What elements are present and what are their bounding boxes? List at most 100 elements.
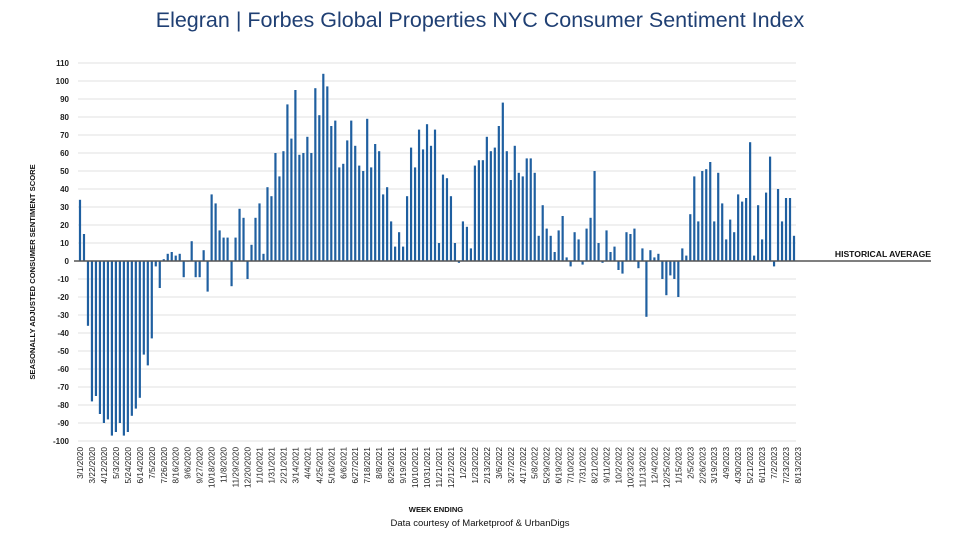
bar <box>290 138 293 261</box>
y-tick-label: -30 <box>57 311 69 320</box>
x-tick-label: 11/29/2020 <box>232 447 241 488</box>
bar <box>306 136 309 261</box>
x-tick-label: 5/24/2020 <box>124 447 133 484</box>
bar <box>194 261 197 278</box>
x-tick-label: 10/18/2020 <box>208 447 217 488</box>
bar <box>90 261 94 402</box>
x-tick-label: 10/23/2022 <box>626 447 635 488</box>
x-tick-label: 4/4/2021 <box>303 447 312 479</box>
x-tick-label: 3/1/2020 <box>76 447 85 479</box>
bar <box>561 216 564 261</box>
bar <box>597 243 600 261</box>
x-tick-label: 4/17/2022 <box>519 447 528 484</box>
x-tick-label: 2/13/2022 <box>483 447 492 484</box>
bar <box>613 246 616 261</box>
chart-title-brand: Elegran | Forbes Global Properties <box>155 8 487 32</box>
bar <box>625 232 628 261</box>
x-tick-label: 6/19/2022 <box>555 447 564 484</box>
data-credit: Data courtesy of Marketproof & UrbanDigs <box>390 518 570 529</box>
y-tick-label: -50 <box>57 347 69 356</box>
bar <box>366 118 369 261</box>
x-tick-label: 10/2/2022 <box>614 447 623 484</box>
bar <box>342 163 345 261</box>
x-tick-label: 6/27/2021 <box>351 447 360 484</box>
bar <box>473 165 476 261</box>
x-tick-label: 5/3/2020 <box>112 447 121 479</box>
bar <box>709 162 712 261</box>
chart-gridlines <box>78 62 796 442</box>
bar <box>326 86 329 262</box>
y-tick-label: 40 <box>60 185 69 194</box>
bar <box>405 196 409 261</box>
bar <box>541 205 544 261</box>
bar <box>122 261 125 436</box>
bar <box>469 248 472 261</box>
x-tick-label: 6/14/2020 <box>136 447 145 484</box>
bar <box>721 203 724 261</box>
bar <box>126 261 129 432</box>
x-tick-label: 5/21/2023 <box>746 447 755 484</box>
bar <box>545 228 548 261</box>
bar <box>362 171 365 261</box>
y-tick-label: 30 <box>60 203 69 212</box>
y-tick-label: -60 <box>57 365 69 374</box>
bar <box>138 261 141 398</box>
bar <box>346 140 349 261</box>
bar <box>270 196 273 261</box>
bar <box>749 142 752 261</box>
bar <box>497 126 500 261</box>
bar <box>445 178 449 261</box>
bar <box>629 234 632 261</box>
bar <box>517 172 520 261</box>
bar <box>154 261 157 267</box>
bar <box>557 230 560 261</box>
x-tick-label: 7/23/2023 <box>782 447 791 484</box>
bar <box>780 221 784 261</box>
bar <box>493 147 496 261</box>
y-tick-label: 90 <box>60 95 69 104</box>
bar <box>449 196 453 261</box>
bar <box>222 237 225 261</box>
x-tick-label: 3/19/2023 <box>710 447 719 484</box>
y-tick-label: 80 <box>60 113 69 122</box>
x-tick-label: 5/8/2022 <box>531 447 540 479</box>
bar <box>218 230 221 261</box>
bar <box>741 201 744 261</box>
bar <box>294 90 297 261</box>
x-tick-label: 2/5/2023 <box>686 447 695 479</box>
x-tick-label: 1/23/2022 <box>471 447 480 484</box>
bar <box>82 234 86 261</box>
bar <box>433 129 437 261</box>
bar <box>226 237 229 261</box>
bar <box>573 232 576 261</box>
x-tick-label: 8/8/2021 <box>375 447 384 479</box>
bar <box>358 165 361 261</box>
bar <box>110 261 113 436</box>
bar <box>677 261 680 297</box>
bar <box>649 250 652 261</box>
x-tick-label: 12/12/2021 <box>447 447 456 488</box>
y-tick-label: -100 <box>53 437 70 446</box>
x-tick-label: 3/6/2022 <box>495 447 504 479</box>
y-tick-label: -40 <box>57 329 69 338</box>
bar <box>537 235 540 261</box>
bar <box>681 248 684 261</box>
bar <box>792 235 796 261</box>
x-tick-label: 11/8/2020 <box>220 447 229 483</box>
bar <box>525 158 528 261</box>
bar <box>394 246 397 261</box>
x-tick-label: 8/13/2023 <box>794 447 803 484</box>
bar <box>481 160 484 261</box>
bar <box>725 239 728 261</box>
bar <box>788 198 792 261</box>
y-tick-label: 0 <box>65 257 70 266</box>
bar <box>374 144 377 261</box>
y-tick-label: -80 <box>57 401 69 410</box>
bar <box>453 243 457 261</box>
bar <box>653 257 656 261</box>
bar <box>178 253 181 261</box>
x-tick-label: 2/21/2021 <box>279 447 288 484</box>
x-tick-label: 7/26/2020 <box>160 447 169 484</box>
y-tick-label: 110 <box>56 59 69 68</box>
bar <box>390 221 393 261</box>
